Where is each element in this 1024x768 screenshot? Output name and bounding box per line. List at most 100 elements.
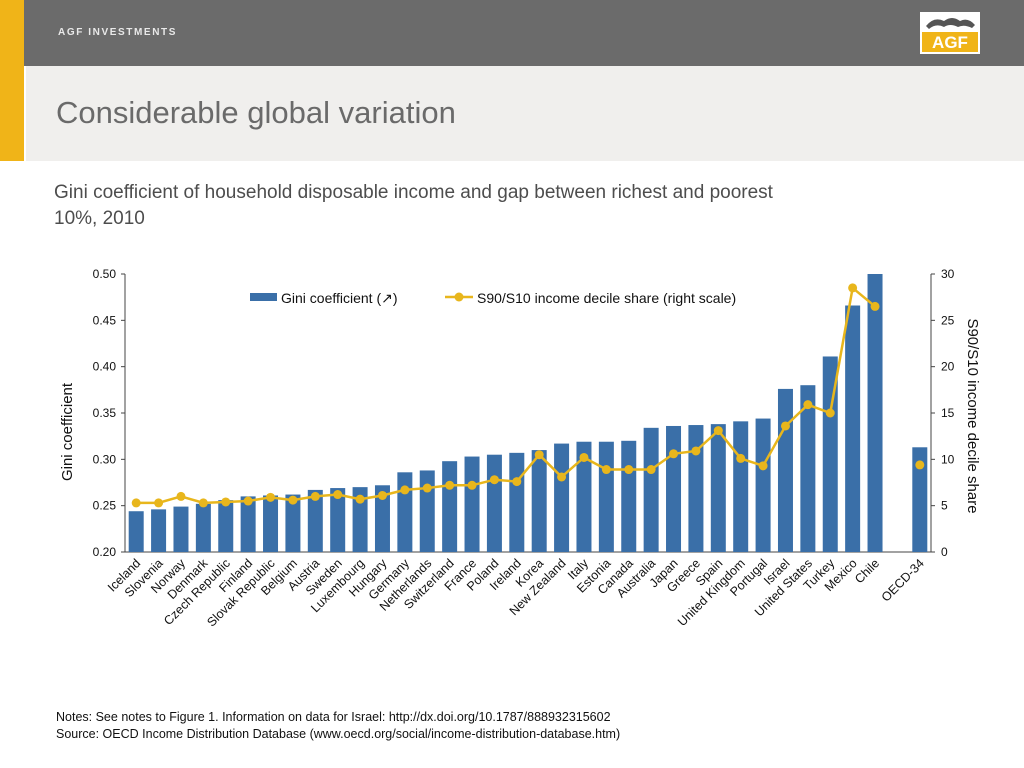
bar (598, 441, 614, 552)
line-point (154, 498, 164, 508)
bar (755, 418, 771, 552)
bar (330, 488, 346, 552)
left-tick-label: 0.40 (93, 360, 117, 374)
bar (688, 425, 704, 552)
bar (397, 472, 413, 552)
right-tick-label: 15 (941, 406, 955, 420)
header-bar: AGF INVESTMENTS AGF (0, 0, 1024, 66)
bar (240, 496, 256, 552)
line-point (557, 472, 567, 482)
bar (666, 425, 682, 552)
left-tick-label: 0.50 (93, 267, 117, 281)
bar (173, 506, 189, 552)
line-point (355, 494, 365, 504)
bar (374, 485, 390, 552)
y-axis-title: Gini coefficient (59, 382, 76, 481)
line-point (691, 446, 701, 456)
notes-text: Notes: See notes to Figure 1. Informatio… (56, 710, 611, 724)
bar (307, 489, 323, 552)
line-point (601, 465, 611, 475)
line-point (400, 485, 410, 495)
line-point (176, 491, 186, 501)
bar (464, 456, 480, 552)
line-point (198, 498, 208, 508)
left-tick-label: 0.35 (93, 406, 117, 420)
line-point (713, 426, 723, 436)
accent-strip (0, 0, 24, 161)
line-point (758, 461, 768, 471)
line-point (377, 490, 387, 500)
bar (285, 494, 301, 552)
line-point (579, 452, 589, 462)
chart-subtitle: Gini coefficient of household disposable… (54, 182, 773, 229)
title-band (0, 66, 1024, 161)
right-tick-label: 25 (941, 313, 955, 327)
y2-axis-title: S90/S10 income decile share (964, 318, 981, 513)
line-point (534, 450, 544, 460)
line-point (221, 497, 231, 507)
line-point (333, 490, 343, 500)
line-point (310, 491, 320, 501)
line-point (825, 408, 835, 418)
divider (24, 66, 26, 161)
left-tick-label: 0.20 (93, 545, 117, 559)
line-point (780, 421, 790, 431)
line-point (467, 480, 477, 490)
bar (218, 500, 234, 552)
line-point (243, 496, 253, 506)
bar (195, 503, 211, 552)
line-point (915, 460, 925, 470)
bar (554, 443, 570, 552)
bar (128, 511, 144, 552)
left-tick-label: 0.25 (93, 499, 117, 513)
line-point (288, 495, 298, 505)
bar (845, 305, 861, 552)
right-tick-label: 5 (941, 499, 948, 513)
line-point (803, 400, 813, 410)
legend-line-label: S90/S10 income decile share (right scale… (477, 290, 736, 306)
bar (621, 440, 637, 552)
line-point (512, 477, 522, 487)
line-point (870, 301, 880, 311)
line-point (736, 453, 746, 463)
bar (822, 356, 838, 552)
agf-logo: AGF (920, 12, 980, 54)
legend-bar-swatch (250, 293, 277, 301)
brand-text: AGF INVESTMENTS (58, 27, 178, 38)
right-tick-label: 0 (941, 545, 948, 559)
line-point (669, 449, 679, 459)
right-tick-label: 10 (941, 452, 955, 466)
bar (643, 427, 659, 552)
legend-line-marker (454, 292, 464, 302)
bar (867, 274, 883, 552)
bar (576, 441, 592, 552)
left-tick-label: 0.30 (93, 452, 117, 466)
bar (486, 454, 502, 552)
line-point (646, 465, 656, 475)
bar (531, 450, 547, 552)
bar (777, 388, 793, 552)
line-point (489, 475, 499, 485)
bar (352, 487, 368, 552)
line-point (266, 492, 276, 502)
bar (151, 509, 167, 552)
bar (442, 461, 458, 552)
bar (800, 385, 816, 552)
line-series (136, 285, 876, 505)
logo-text: AGF (932, 33, 968, 52)
left-tick-label: 0.45 (93, 313, 117, 327)
right-tick-label: 30 (941, 267, 955, 281)
page-title: Considerable global variation (56, 95, 456, 130)
right-tick-label: 20 (941, 360, 955, 374)
line-point (624, 465, 634, 475)
bar (733, 421, 749, 552)
bar (912, 447, 928, 552)
source-text: Source: OECD Income Distribution Databas… (56, 727, 621, 741)
category-label: OECD-34 (879, 556, 927, 604)
legend-bar-label: Gini coefficient (↗) (281, 290, 398, 306)
line-point (131, 498, 141, 508)
line-point (422, 483, 432, 493)
bar (419, 470, 435, 552)
bar (710, 424, 726, 552)
